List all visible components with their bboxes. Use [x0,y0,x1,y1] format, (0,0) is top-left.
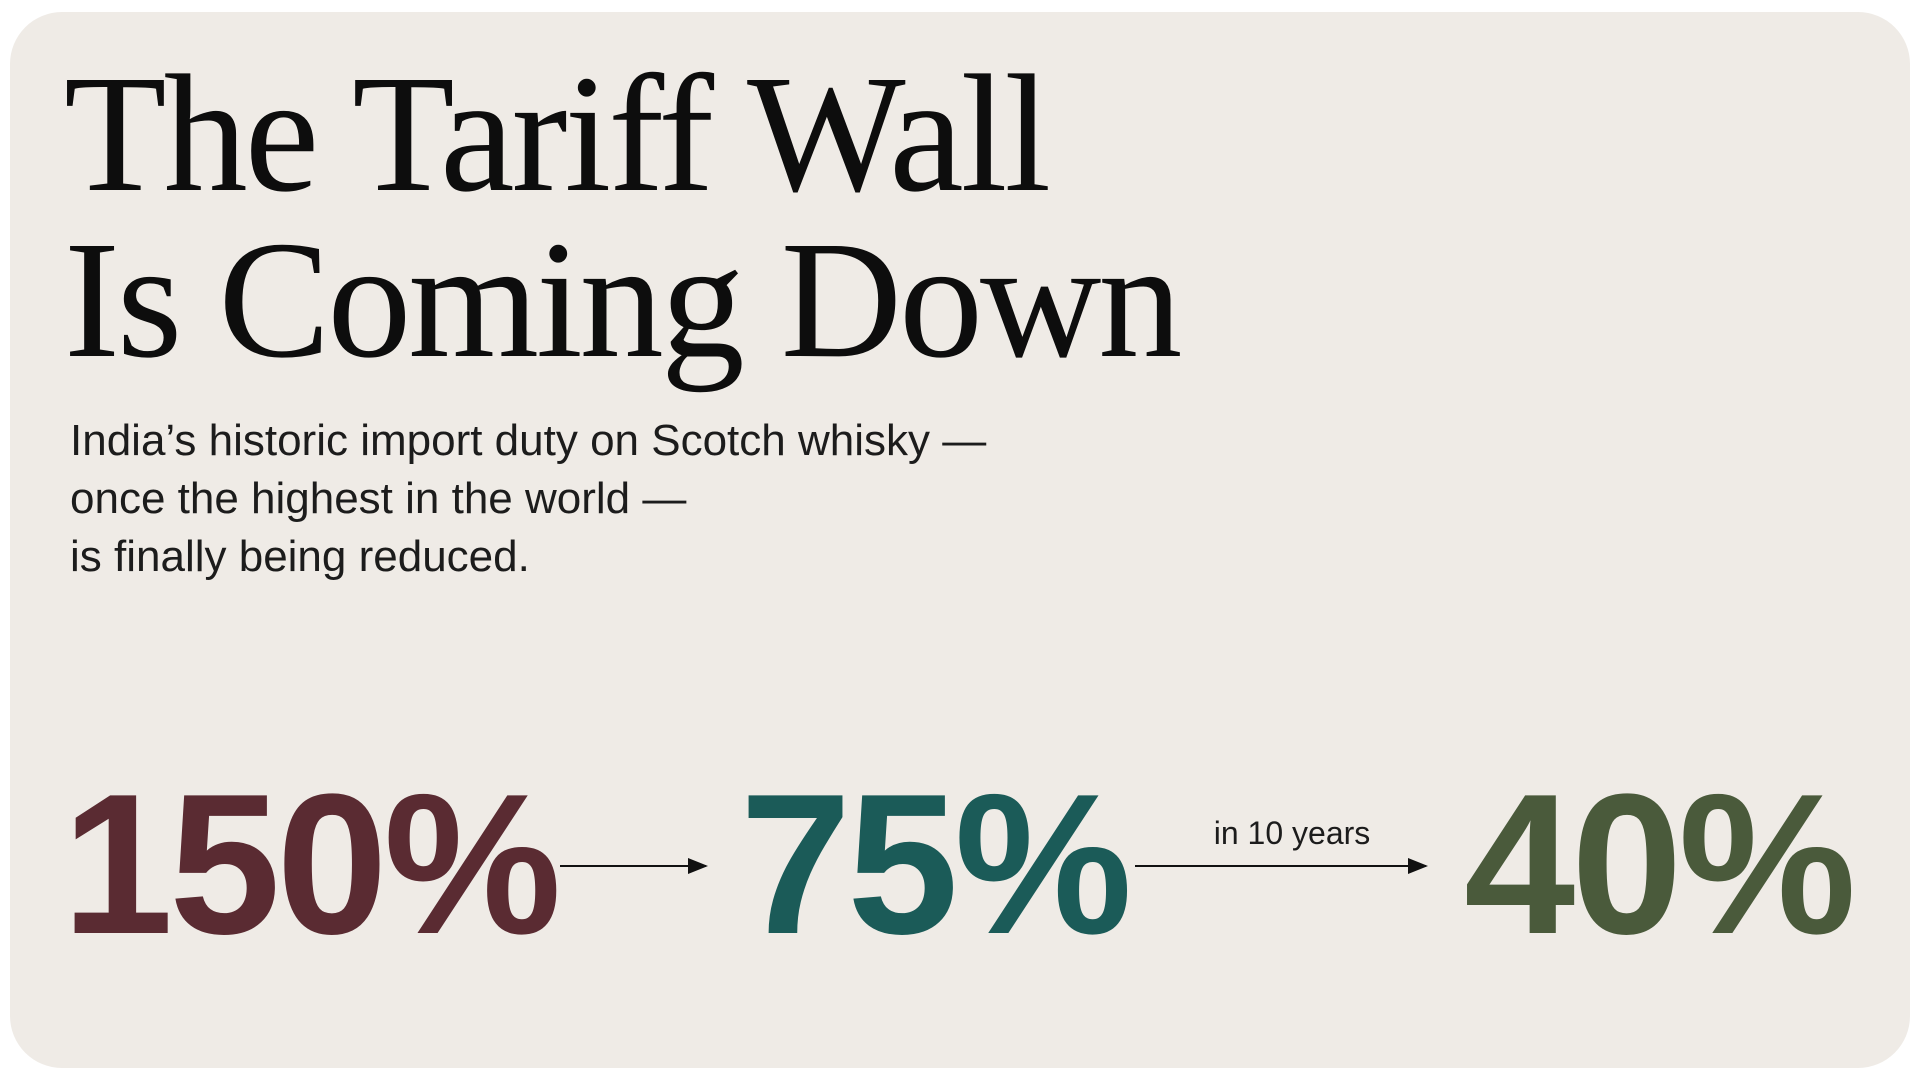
subtitle-line: India’s historic import duty on Scotch w… [70,416,986,465]
stat-value: 150% [62,753,558,976]
subtitle-line: is finally being reduced. [70,532,530,581]
arrow-note: in 10 years [1214,815,1371,851]
title-line: The Tariff Wall [64,41,1048,227]
stat-value: 40% [1464,753,1852,976]
stat-value: 75% [740,753,1128,976]
subtitle-line: once the highest in the world — [70,474,686,523]
card [10,12,1910,1068]
title-line: Is Coming Down [64,207,1180,393]
